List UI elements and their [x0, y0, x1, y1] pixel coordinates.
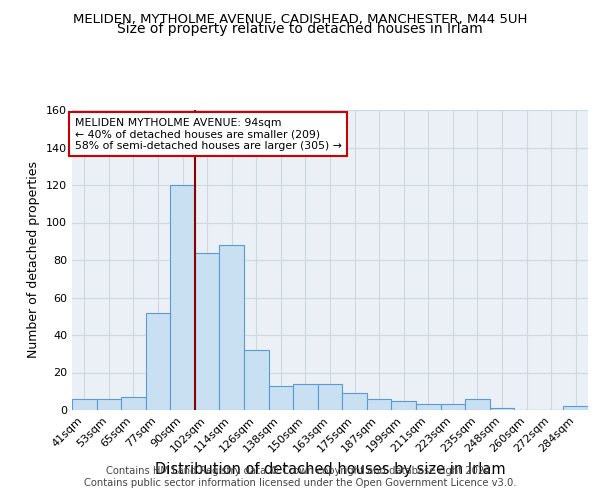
Bar	[367, 399, 391, 410]
X-axis label: Distribution of detached houses by size in Irlam: Distribution of detached houses by size …	[155, 462, 505, 477]
Bar	[416, 404, 440, 410]
Bar	[220, 245, 244, 410]
Y-axis label: Number of detached properties: Number of detached properties	[28, 162, 40, 358]
Bar	[440, 404, 465, 410]
Bar	[170, 185, 195, 410]
Text: MELIDEN MYTHOLME AVENUE: 94sqm
← 40% of detached houses are smaller (209)
58% of: MELIDEN MYTHOLME AVENUE: 94sqm ← 40% of …	[74, 118, 341, 150]
Text: Contains HM Land Registry data © Crown copyright and database right 2024.
Contai: Contains HM Land Registry data © Crown c…	[84, 466, 516, 487]
Bar	[465, 399, 490, 410]
Bar	[72, 399, 97, 410]
Bar	[121, 397, 146, 410]
Bar	[490, 408, 514, 410]
Bar	[391, 400, 416, 410]
Text: Size of property relative to detached houses in Irlam: Size of property relative to detached ho…	[117, 22, 483, 36]
Text: MELIDEN, MYTHOLME AVENUE, CADISHEAD, MANCHESTER, M44 5UH: MELIDEN, MYTHOLME AVENUE, CADISHEAD, MAN…	[73, 12, 527, 26]
Bar	[244, 350, 269, 410]
Bar	[146, 312, 170, 410]
Bar	[318, 384, 342, 410]
Bar	[563, 406, 588, 410]
Bar	[195, 252, 220, 410]
Bar	[269, 386, 293, 410]
Bar	[293, 384, 318, 410]
Bar	[342, 393, 367, 410]
Bar	[97, 399, 121, 410]
